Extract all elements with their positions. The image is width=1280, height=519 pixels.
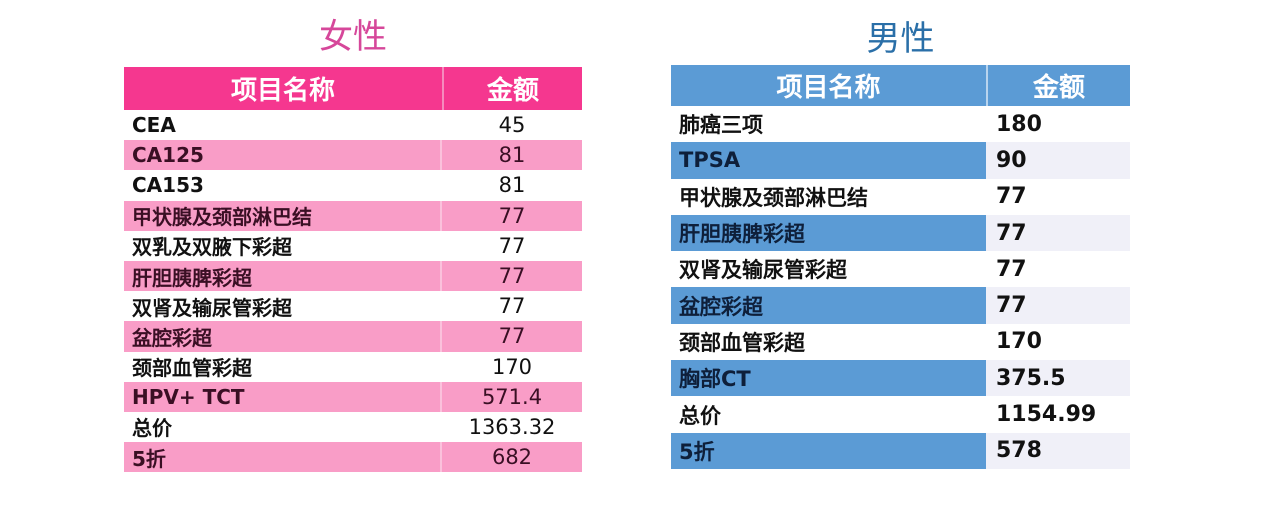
item-name: 盆腔彩超 (124, 321, 442, 352)
table-row: 颈部血管彩超 170 (671, 324, 1130, 360)
item-amount: 77 (498, 203, 526, 228)
table-row: CEA 45 (124, 110, 582, 140)
item-amount: 77 (996, 256, 1027, 282)
item-name: 甲状腺及颈部淋巴结 (124, 200, 442, 231)
item-amount: 682 (491, 445, 533, 470)
item-amount: 571.4 (481, 384, 543, 409)
item-amount: 81 (498, 143, 526, 168)
item-name: CEA (132, 113, 176, 138)
header-item-name: 项目名称 (124, 67, 444, 110)
item-amount: 1363.32 (468, 414, 556, 439)
header-amount: 金额 (486, 76, 539, 106)
table-row: CA153 81 (124, 170, 582, 200)
item-amount: 77 (498, 264, 526, 289)
table-row: 肝胆胰脾彩超 77 (671, 214, 1130, 252)
table-row: 盆腔彩超 77 (124, 321, 582, 352)
table-row: 双乳及双腋下彩超 77 (124, 231, 582, 261)
item-amount: 81 (498, 173, 526, 198)
table-row: CA125 81 (124, 140, 582, 171)
item-name: 总价 (132, 416, 172, 441)
table-row: TPSA 90 (671, 142, 1130, 179)
discount-row: 5折 578 (671, 432, 1130, 469)
item-amount: 170 (996, 329, 1042, 355)
table-row: 双肾及输尿管彩超 77 (124, 291, 582, 321)
header-amount: 金额 (1032, 73, 1085, 103)
table-row: HPV+ TCT 571.4 (124, 381, 582, 412)
item-name: 5折 (671, 432, 986, 469)
item-name: CA125 (124, 140, 442, 171)
item-name: 双肾及输尿管彩超 (132, 295, 292, 320)
item-name: HPV+ TCT (124, 381, 442, 412)
item-amount: 375.5 (986, 360, 1130, 397)
item-name: 肺癌三项 (679, 113, 763, 138)
item-amount: 77 (498, 294, 526, 319)
total-row: 总价 1363.32 (124, 412, 582, 442)
male-price-table: 项目名称 金额 肺癌三项 180 TPSA 90 甲状腺及颈部淋巴结 77 肝胆胰脾彩… (671, 65, 1130, 469)
table-row: 盆腔彩超 77 (671, 287, 1130, 324)
item-name: 双乳及双腋下彩超 (132, 235, 292, 260)
table-header: 项目名称 金额 (671, 65, 1130, 106)
table-row: 肝胆胰脾彩超 77 (124, 260, 582, 292)
item-amount: 90 (986, 142, 1130, 179)
item-name: 5折 (124, 442, 442, 473)
table-header: 项目名称 金额 (124, 67, 582, 110)
male-title: 男性 (866, 19, 935, 59)
item-name: 胸部CT (671, 360, 986, 397)
item-amount: 77 (498, 233, 526, 258)
item-name: 颈部血管彩超 (132, 356, 252, 381)
item-amount: 77 (986, 214, 1130, 252)
table-row: 双肾及输尿管彩超 77 (671, 251, 1130, 287)
item-name: 甲状腺及颈部淋巴结 (679, 185, 868, 210)
item-amount: 77 (498, 324, 526, 349)
item-amount: 170 (491, 354, 533, 379)
item-amount: 1154.99 (996, 402, 1097, 428)
item-name: 颈部血管彩超 (679, 330, 805, 355)
table-row: 颈部血管彩超 170 (124, 352, 582, 382)
item-name: 总价 (679, 403, 721, 428)
item-amount: 77 (996, 184, 1027, 210)
discount-row: 5折 682 (124, 442, 582, 473)
item-amount: 578 (986, 432, 1130, 469)
table-row: 胸部CT 375.5 (671, 360, 1130, 397)
item-name: 双肾及输尿管彩超 (679, 258, 847, 283)
header-item-name: 项目名称 (671, 65, 988, 106)
item-name: 肝胆胰脾彩超 (124, 260, 442, 292)
item-amount: 180 (996, 111, 1042, 137)
item-name: CA153 (132, 173, 204, 198)
item-amount: 77 (986, 287, 1130, 324)
female-title: 女性 (319, 17, 387, 57)
table-row: 甲状腺及颈部淋巴结 77 (671, 179, 1130, 215)
item-name: 盆腔彩超 (671, 287, 986, 324)
total-row: 总价 1154.99 (671, 396, 1130, 432)
item-name: 肝胆胰脾彩超 (671, 214, 986, 252)
item-name: TPSA (671, 142, 986, 179)
female-price-table: 项目名称 金额 CEA 45 CA125 81 CA153 81 甲状腺及颈部淋巴结 7… (124, 67, 582, 473)
table-row: 肺癌三项 180 (671, 106, 1130, 142)
table-row: 甲状腺及颈部淋巴结 77 (124, 200, 582, 231)
item-amount: 45 (498, 113, 526, 138)
